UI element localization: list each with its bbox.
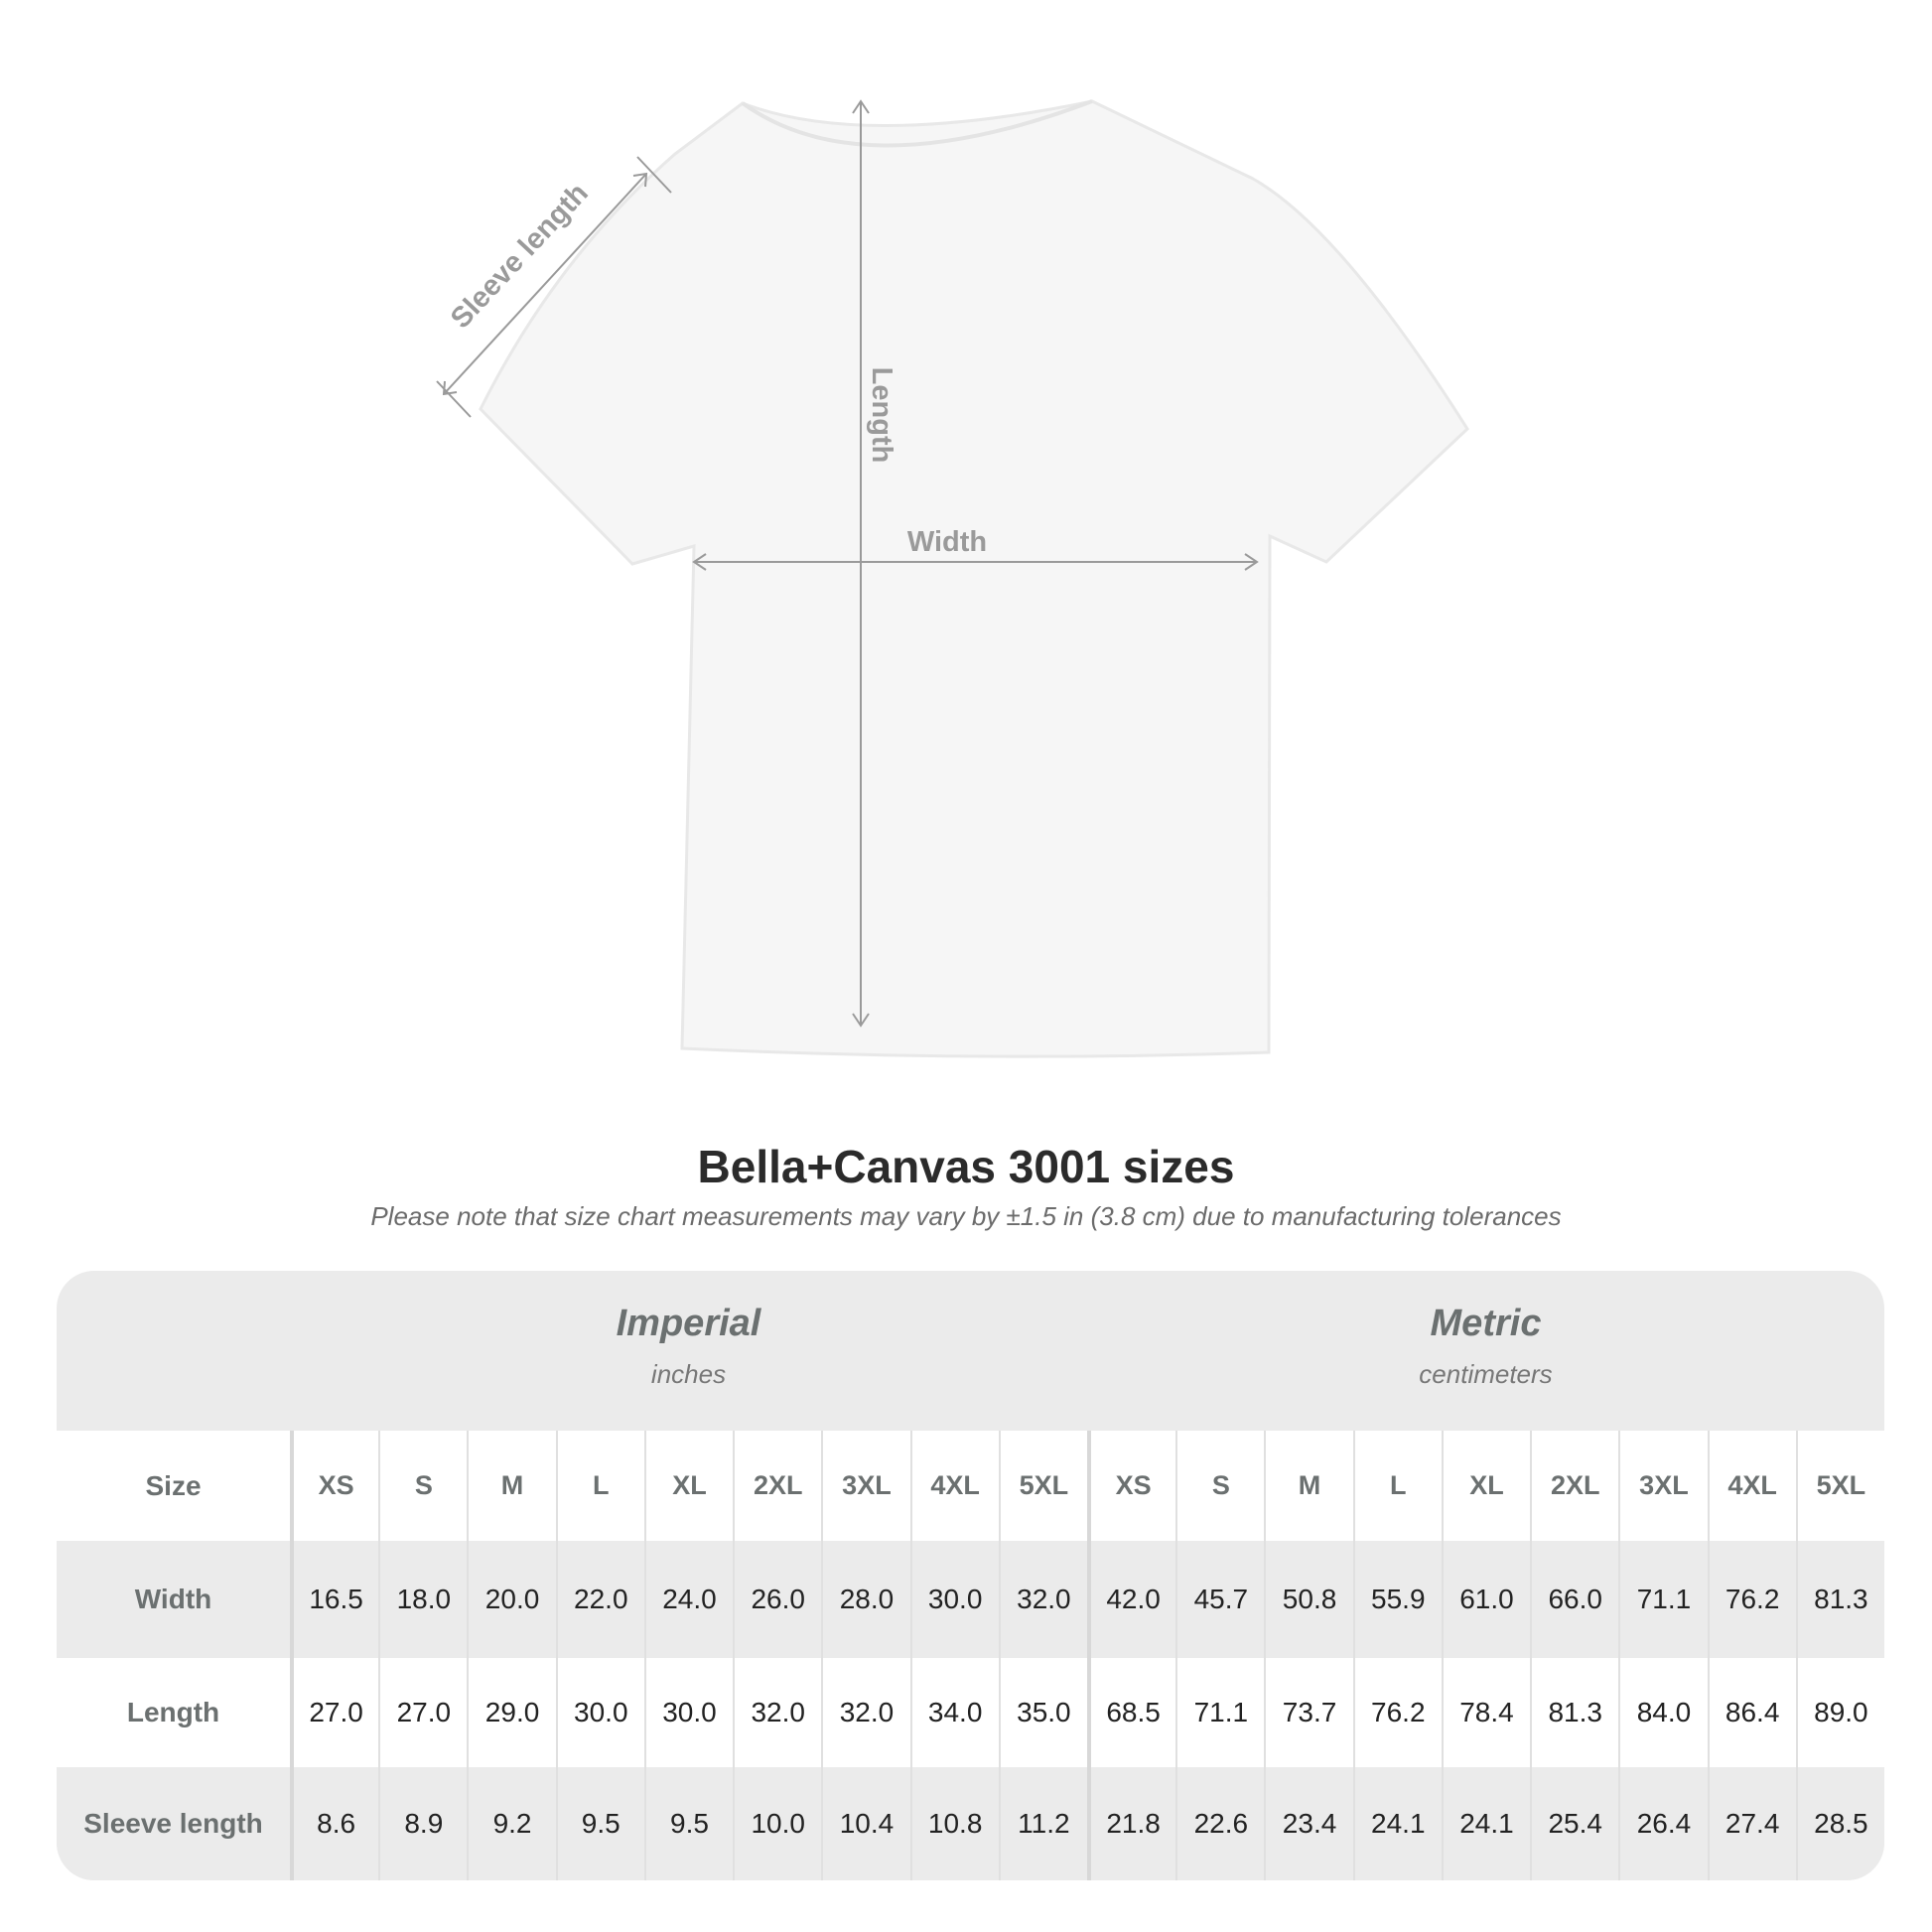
metric-cell: 55.9 <box>1352 1541 1442 1658</box>
metric-cell: 71.1 <box>1175 1658 1264 1767</box>
chart-title: Bella+Canvas 3001 sizes <box>697 1141 1235 1192</box>
imperial-cell: 8.6 <box>290 1767 378 1880</box>
metric-cell: 27.4 <box>1707 1767 1796 1880</box>
metric-label: Metric <box>1430 1303 1542 1344</box>
sleeve-line <box>443 173 647 395</box>
metric-cell: 42.0 <box>1087 1541 1175 1658</box>
imperial-cell: 26.0 <box>733 1541 821 1658</box>
imperial-cell: 30.0 <box>909 1541 999 1658</box>
imperial-cell: 8.9 <box>378 1767 467 1880</box>
imperial-cell: 24.0 <box>643 1541 733 1658</box>
metric-header: Metric centimeters <box>1087 1271 1884 1431</box>
imperial-cell: 10.8 <box>909 1767 999 1880</box>
tshirt-diagram: Sleeve length Length Width <box>436 99 1469 1058</box>
table-row: Length 27.0 27.0 29.0 30.0 30.0 32.0 32.0 34.0 35… <box>57 1658 1884 1767</box>
imperial-cell: 4XL <box>909 1431 999 1541</box>
imperial-label: Imperial <box>616 1303 761 1344</box>
metric-cell: 73.7 <box>1264 1658 1352 1767</box>
metric-cell: 61.0 <box>1441 1541 1530 1658</box>
imperial-unit: inches <box>650 1359 727 1389</box>
table-row: Sleeve length 8.6 8.9 9.2 9.5 9.5 10.0 10.4 10.8… <box>57 1767 1884 1880</box>
metric-cell: 68.5 <box>1087 1658 1175 1767</box>
metric-cell: 81.3 <box>1530 1658 1618 1767</box>
imperial-cell: 11.2 <box>998 1767 1087 1880</box>
imperial-cell: 16.5 <box>290 1541 378 1658</box>
metric-cell: 71.1 <box>1618 1541 1707 1658</box>
imperial-cell: 2XL <box>733 1431 821 1541</box>
metric-cell: 22.6 <box>1175 1767 1264 1880</box>
imperial-cell: 9.5 <box>643 1767 733 1880</box>
metric-cell: 25.4 <box>1530 1767 1618 1880</box>
metric-cell: 81.3 <box>1795 1541 1884 1658</box>
metric-cell: 3XL <box>1618 1431 1707 1541</box>
metric-cell: M <box>1264 1431 1352 1541</box>
imperial-cell: 30.0 <box>555 1658 644 1767</box>
metric-cell: 76.2 <box>1707 1541 1796 1658</box>
metric-cell: 4XL <box>1707 1431 1796 1541</box>
metric-cell: 50.8 <box>1264 1541 1352 1658</box>
tshirt-image <box>479 99 1469 1058</box>
imperial-cell: L <box>555 1431 644 1541</box>
metric-cell: XL <box>1441 1431 1530 1541</box>
metric-unit: centimeters <box>1419 1359 1553 1389</box>
metric-cell: 66.0 <box>1530 1541 1618 1658</box>
width-label: Width <box>907 526 987 558</box>
imperial-cell: 34.0 <box>909 1658 999 1767</box>
imperial-cell: 35.0 <box>998 1658 1087 1767</box>
imperial-cell: 30.0 <box>643 1658 733 1767</box>
metric-cell: 21.8 <box>1087 1767 1175 1880</box>
metric-cell: 45.7 <box>1175 1541 1264 1658</box>
imperial-cell: 18.0 <box>378 1541 467 1658</box>
imperial-cell: XS <box>290 1431 378 1541</box>
metric-cell: 86.4 <box>1707 1658 1796 1767</box>
size-table: Imperial inches Metric centimeters Size X… <box>57 1271 1884 1880</box>
length-label: Length <box>866 367 897 464</box>
imperial-cell: XL <box>643 1431 733 1541</box>
metric-cell: 23.4 <box>1264 1767 1352 1880</box>
imperial-cell: 32.0 <box>733 1658 821 1767</box>
tolerance-note: Please note that size chart measurements… <box>370 1201 1562 1231</box>
imperial-cell: 10.0 <box>733 1767 821 1880</box>
row-label: Width <box>134 1584 212 1614</box>
imperial-cell: 9.2 <box>467 1767 555 1880</box>
imperial-header: Imperial inches <box>290 1271 1087 1431</box>
metric-cell: 84.0 <box>1618 1658 1707 1767</box>
metric-cell: 89.0 <box>1795 1658 1884 1767</box>
metric-cell: 5XL <box>1795 1431 1884 1541</box>
metric-cell: 76.2 <box>1352 1658 1442 1767</box>
imperial-cell: 29.0 <box>467 1658 555 1767</box>
table-row: Width 16.5 18.0 20.0 22.0 24.0 26.0 28.0 30.0 32.… <box>57 1541 1884 1658</box>
imperial-cell: 5XL <box>998 1431 1087 1541</box>
metric-cell: S <box>1175 1431 1264 1541</box>
measure-lines <box>436 99 1259 1028</box>
imperial-cell: 32.0 <box>998 1541 1087 1658</box>
imperial-cell: 27.0 <box>290 1658 378 1767</box>
imperial-cell: M <box>467 1431 555 1541</box>
imperial-cell: 10.4 <box>821 1767 909 1880</box>
size-header-row: Size XS S M L XL 2XL 3XL 4XL 5XL XS S M L XL 2XL 3XL 4XL 5… <box>57 1431 1884 1541</box>
imperial-cell: 27.0 <box>378 1658 467 1767</box>
imperial-cell: 20.0 <box>467 1541 555 1658</box>
metric-cell: 28.5 <box>1795 1767 1884 1880</box>
metric-cell: 78.4 <box>1441 1658 1530 1767</box>
metric-cell: L <box>1352 1431 1442 1541</box>
row-label: Sleeve length <box>83 1808 263 1839</box>
metric-cell: XS <box>1087 1431 1175 1541</box>
row-label: Length <box>126 1697 220 1727</box>
imperial-cell: 32.0 <box>821 1658 909 1767</box>
metric-cell: 24.1 <box>1352 1767 1442 1880</box>
metric-cell: 24.1 <box>1441 1767 1530 1880</box>
imperial-cell: 9.5 <box>555 1767 644 1880</box>
row-label: Size <box>145 1469 202 1501</box>
imperial-cell: 22.0 <box>555 1541 644 1658</box>
imperial-cell: S <box>378 1431 467 1541</box>
imperial-cell: 3XL <box>821 1431 909 1541</box>
collar <box>741 99 1093 148</box>
metric-cell: 2XL <box>1530 1431 1618 1541</box>
metric-cell: 26.4 <box>1618 1767 1707 1880</box>
imperial-cell: 28.0 <box>821 1541 909 1658</box>
